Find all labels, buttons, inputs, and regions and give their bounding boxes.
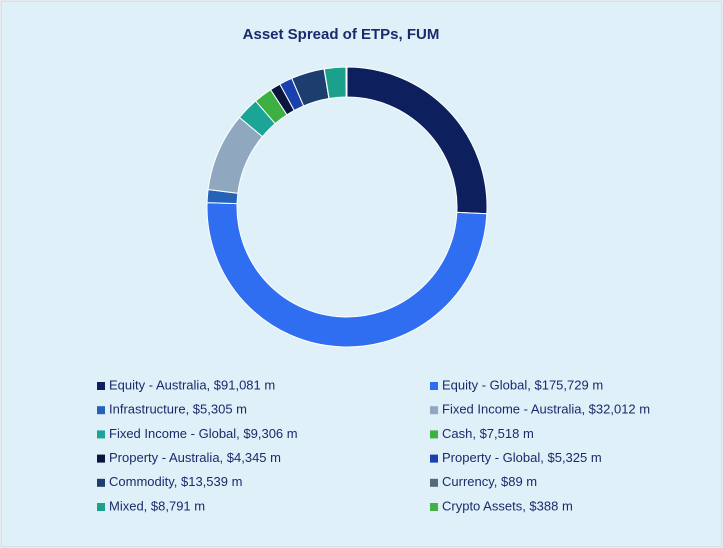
legend-label: Fixed Income - Global, $9,306 m bbox=[109, 426, 298, 441]
legend-label: Property - Global, $5,325 m bbox=[442, 450, 602, 465]
legend-label: Property - Australia, $4,345 m bbox=[109, 450, 281, 465]
legend-swatch bbox=[97, 382, 105, 390]
legend-label: Infrastructure, $5,305 m bbox=[109, 402, 247, 417]
legend-swatch bbox=[97, 503, 105, 511]
legend-swatch bbox=[430, 382, 438, 390]
donut-segment bbox=[345, 66, 348, 98]
legend-swatch bbox=[97, 478, 105, 487]
legend-label: Fixed Income - Australia, $32,012 m bbox=[442, 402, 650, 417]
legend-swatch bbox=[430, 478, 438, 487]
donut-segment bbox=[206, 202, 488, 348]
legend-swatch bbox=[97, 406, 105, 415]
legend-label: Equity - Global, $175,729 m bbox=[442, 377, 603, 392]
legend-swatch bbox=[97, 454, 105, 463]
legend-label: Crypto Assets, $388 m bbox=[442, 498, 573, 513]
legend-swatch bbox=[430, 430, 438, 439]
legend-swatch bbox=[430, 503, 438, 511]
legend-swatch bbox=[97, 430, 105, 439]
legend-label: Cash, $7,518 m bbox=[442, 426, 534, 441]
legend-label: Currency, $89 m bbox=[442, 474, 537, 489]
legend-label: Equity - Australia, $91,081 m bbox=[109, 377, 275, 392]
legend-label: Commodity, $13,539 m bbox=[109, 474, 242, 489]
chart-title: Asset Spread of ETPs, FUM bbox=[243, 26, 440, 43]
legend-label: Mixed, $8,791 m bbox=[109, 498, 205, 513]
legend-swatch bbox=[430, 454, 438, 463]
legend-swatch bbox=[430, 406, 438, 415]
